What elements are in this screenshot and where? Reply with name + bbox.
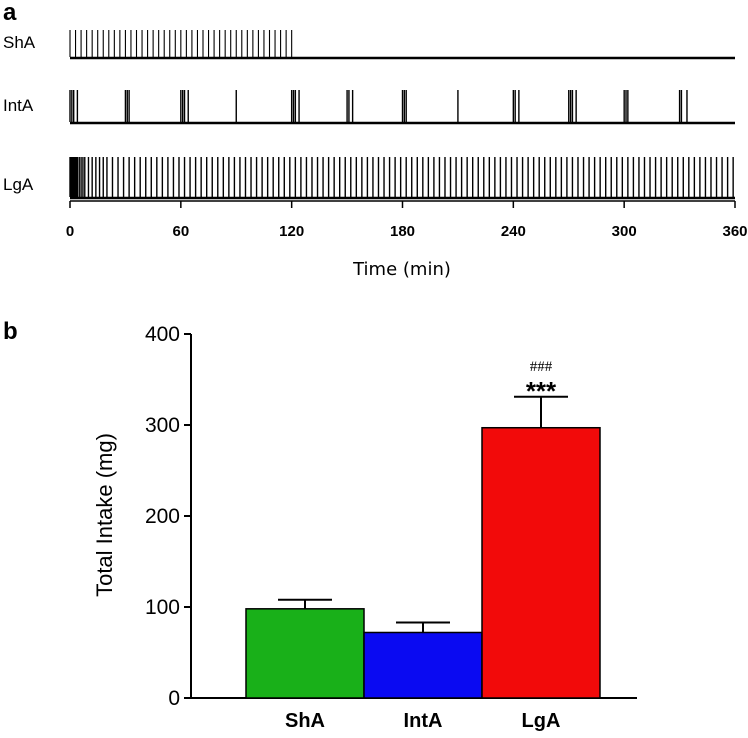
raster-x-tick-label: 180 (390, 223, 415, 240)
row-label-sha: ShA (3, 33, 36, 52)
bar-mark-group: ShA IntA LgA ###*** (245, 359, 601, 732)
panel-a-label: a (3, 0, 17, 26)
bar-y-axis-label: Total Intake (mg) (92, 433, 117, 597)
bar-y-tick-label: 300 (145, 414, 180, 437)
raster-events-inta (69, 90, 688, 122)
raster-row-inta: IntA (3, 90, 735, 125)
raster-x-tick-label: 240 (501, 223, 526, 240)
raster-x-tick-label: 300 (612, 223, 637, 240)
raster-events-lga (69, 157, 734, 197)
significance-stars: *** (526, 376, 557, 406)
raster-x-tick-label: 360 (722, 223, 747, 240)
bar-category-label: LgA (522, 710, 561, 732)
bar-lga (481, 426, 601, 699)
bar-y-tick-label: 0 (168, 687, 180, 710)
raster-events-sha (69, 30, 293, 57)
raster-x-axis-label: Time (min) (352, 259, 451, 280)
bar-sha (245, 608, 365, 699)
bar-category-label: ShA (285, 710, 325, 732)
raster-row-lga: LgA (3, 157, 735, 200)
raster-tick-group: 0 60 120 180 240 300 360 (66, 201, 748, 240)
bar-category-label: IntA (404, 710, 443, 732)
panel-b: b Total Intake (mg) 0 100 200 300 400 ShA Int… (3, 318, 637, 732)
bar-y-tick-group: 0 100 200 300 400 (145, 323, 191, 710)
raster-row-sha: ShA (3, 30, 735, 60)
significance-hash: ### (530, 359, 553, 375)
panel-a: a ShA IntA LgA 0 60 120 180 240 300 360 Time (… (3, 0, 748, 280)
row-label-inta: IntA (3, 96, 34, 115)
bar-y-tick-label: 100 (145, 596, 180, 619)
panel-b-label: b (3, 318, 18, 345)
bar-inta (363, 631, 483, 699)
raster-x-tick-label: 0 (66, 223, 74, 240)
raster-x-tick-label: 120 (279, 223, 304, 240)
raster-x-tick-label: 60 (172, 223, 189, 240)
bar-y-tick-label: 400 (145, 323, 180, 346)
bar-y-tick-label: 200 (145, 505, 180, 528)
row-label-lga: LgA (3, 175, 34, 194)
